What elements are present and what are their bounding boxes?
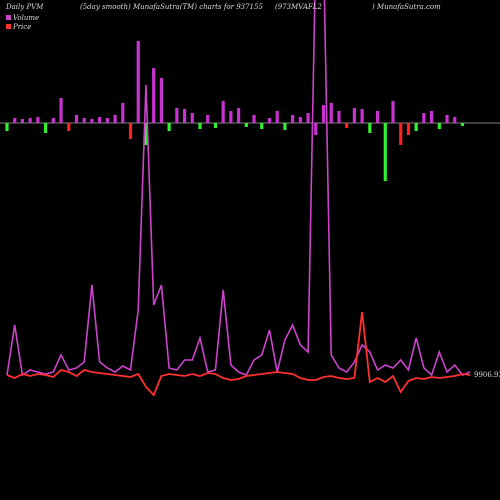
bar (298, 117, 302, 123)
bar (460, 123, 465, 126)
bar (213, 123, 218, 128)
bar (128, 123, 133, 139)
bar (422, 113, 426, 123)
series-line (6, 0, 471, 377)
bar (306, 113, 310, 123)
series-line (6, 311, 471, 397)
bar (360, 109, 364, 123)
legend-swatch (6, 24, 11, 29)
bar (337, 111, 341, 123)
bar (175, 108, 179, 123)
bar (352, 108, 356, 123)
last-price-label: 9906.93 (474, 371, 500, 379)
site: ) MunafaSutra.com (371, 3, 441, 11)
bar (121, 103, 125, 123)
bar (144, 123, 148, 145)
bar (430, 111, 434, 123)
bar (283, 123, 287, 130)
legend-label: Volume (13, 14, 39, 22)
bar (329, 103, 333, 123)
bar (453, 117, 457, 123)
bar (90, 119, 94, 123)
bar (229, 111, 233, 123)
bar (368, 123, 372, 133)
bar (206, 115, 210, 123)
bar (267, 118, 272, 123)
bar (383, 123, 387, 181)
bar (275, 111, 279, 123)
bar (414, 123, 418, 131)
bar (244, 123, 248, 127)
bar (198, 123, 202, 129)
bar (13, 118, 17, 123)
chart-subtitle: (5day smooth) MunafaSutra(TM) charts for… (80, 3, 263, 11)
bar (113, 115, 117, 123)
bar (321, 105, 326, 123)
bar (28, 118, 32, 123)
bar (252, 115, 256, 123)
bar (74, 115, 79, 123)
bar (391, 101, 395, 123)
bar (445, 115, 449, 123)
bar (20, 119, 25, 123)
bar (182, 109, 187, 123)
bar (375, 111, 380, 123)
bar (98, 117, 102, 123)
bar (67, 123, 71, 131)
bar (399, 123, 403, 145)
bar (237, 108, 241, 123)
bar (221, 101, 225, 123)
bar (159, 78, 163, 123)
bar (152, 68, 156, 123)
legend-label: Price (12, 23, 31, 31)
legend-swatch (6, 15, 11, 20)
bar (105, 118, 109, 123)
bar (167, 123, 171, 131)
bar (5, 123, 9, 131)
bar (437, 123, 441, 129)
bar (51, 118, 55, 123)
bar (136, 41, 140, 123)
bar (345, 123, 349, 128)
bar (314, 123, 318, 135)
bar (190, 113, 194, 123)
bar (36, 117, 40, 123)
bar (59, 98, 63, 123)
bar (406, 123, 411, 135)
bar (291, 115, 295, 123)
chart-title: Daily PVM (5, 3, 44, 11)
bar (82, 118, 86, 123)
bar (260, 123, 264, 129)
bar (44, 123, 48, 133)
symbol: (973MVAFL2 (275, 3, 322, 11)
